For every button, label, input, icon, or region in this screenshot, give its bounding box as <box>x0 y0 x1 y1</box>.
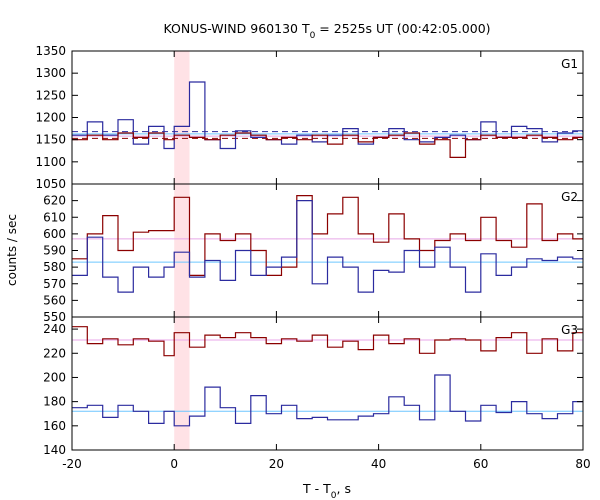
y-tick-label: 160 <box>43 419 66 433</box>
series-line-red <box>72 132 583 158</box>
y-tick-label: 1050 <box>35 177 66 191</box>
x-axis-label-sub: 0 <box>331 491 337 500</box>
y-tick-label: 560 <box>43 293 66 307</box>
x-tick-label: 60 <box>473 457 488 471</box>
y-tick-label: 600 <box>43 227 66 241</box>
y-tick-label: 550 <box>43 310 66 324</box>
panel-label: G3 <box>561 323 578 337</box>
y-tick-label: 620 <box>43 194 66 208</box>
y-axis-label: counts / sec <box>5 214 19 286</box>
panels: 1050110011501200125013001350G15505605705… <box>35 44 590 471</box>
chart-title-rest: = 2525s UT (00:42:05.000) <box>315 21 490 36</box>
x-axis-label-main: T - T <box>302 481 331 496</box>
y-tick-label: 200 <box>43 370 66 384</box>
x-axis-label: T - T0, s <box>302 481 351 500</box>
panel-g3: 140 160 180 200 220 240 -20 0 20 40 60 80 G3 <box>43 316 591 471</box>
plot-frame <box>71 50 584 185</box>
y-tick-label: 140 <box>43 443 66 457</box>
plot-frame <box>71 316 584 451</box>
series-line-blue <box>72 200 583 293</box>
series-line-blue <box>72 374 583 427</box>
x-tick-label: 40 <box>371 457 386 471</box>
series-line-red <box>72 326 583 357</box>
y-tick-label: 1200 <box>35 111 66 125</box>
x-tick-label: 80 <box>575 457 590 471</box>
y-tick-label: 570 <box>43 277 66 291</box>
y-tick-label: 1100 <box>35 155 66 169</box>
x-tick-label: 0 <box>170 457 178 471</box>
x-tick-label: 20 <box>269 457 284 471</box>
y-tick-label: 1350 <box>35 44 66 58</box>
y-tick-label: 590 <box>43 244 66 258</box>
chart-title-sub: 0 <box>310 31 316 41</box>
y-tick-label: 580 <box>43 260 66 274</box>
panel-label: G2 <box>561 190 578 204</box>
x-tick-label: -20 <box>62 457 82 471</box>
plot-frame <box>71 183 584 318</box>
series-line-red <box>72 195 583 276</box>
panel-label: G1 <box>561 57 578 71</box>
highlight-band <box>174 184 190 317</box>
chart-title: KONUS-WIND 960130 T0 = 2525s UT (00:42:0… <box>163 21 490 41</box>
y-tick-label: 1150 <box>35 133 66 147</box>
panel-g2: 550 560 570 580 590 600 610 620 G2 <box>43 183 584 324</box>
y-tick-label: 240 <box>43 322 66 336</box>
y-tick-label: 220 <box>43 346 66 360</box>
y-tick-label: 180 <box>43 395 66 409</box>
y-tick-label: 610 <box>43 210 66 224</box>
chart-title-main: KONUS-WIND 960130 T <box>163 21 309 36</box>
highlight-band <box>174 51 190 184</box>
y-tick-label: 1250 <box>35 88 66 102</box>
y-tick-label: 1300 <box>35 66 66 80</box>
highlight-band <box>174 317 190 450</box>
x-axis-label-rest: , s <box>337 481 351 496</box>
panel-g1: 1050 1100 1150 1200 1250 1300 1350 G1 <box>35 44 584 191</box>
